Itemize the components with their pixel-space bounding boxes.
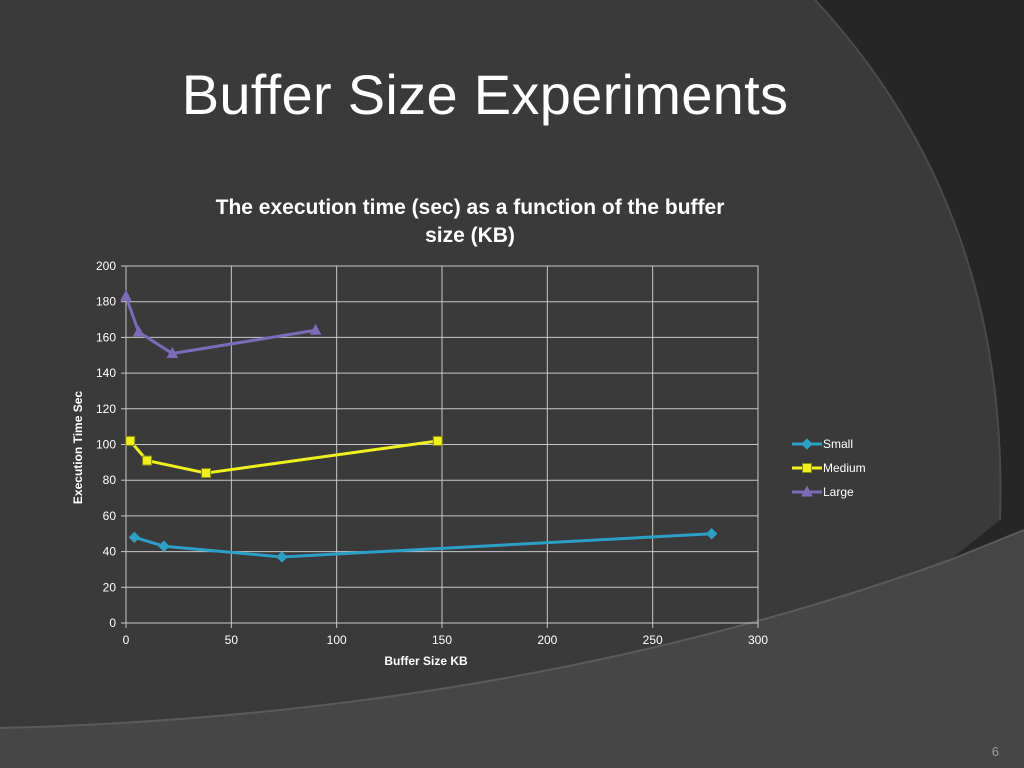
x-tick-label: 50 [225, 633, 239, 647]
data-point-small [276, 551, 288, 563]
y-tick-label: 200 [96, 259, 116, 273]
x-tick-label: 300 [748, 633, 768, 647]
y-tick-label: 140 [96, 366, 116, 380]
legend-label-large: Large [823, 485, 854, 499]
x-tick-label: 150 [432, 633, 452, 647]
series-line-medium [129, 439, 438, 475]
background-panel-edge [814, 0, 1002, 521]
legend-marker-large [801, 485, 813, 497]
series-line-large [124, 295, 316, 355]
chart-title-line-1: The execution time (sec) as a function o… [216, 196, 725, 219]
data-point-medium [432, 435, 443, 446]
data-point-small [705, 528, 718, 540]
legend-marker-medium [802, 463, 812, 473]
data-point-small [158, 540, 170, 552]
chart-title-line-2: size (KB) [425, 224, 515, 247]
data-point-large [309, 323, 322, 335]
legend-label-medium: Medium [823, 461, 866, 475]
x-tick-label: 0 [123, 633, 130, 647]
data-point-medium [125, 435, 136, 446]
x-axis-label: Buffer Size KB [384, 654, 468, 668]
x-tick-label: 100 [327, 633, 347, 647]
background-swoosh [0, 530, 1024, 768]
y-tick-label: 120 [96, 402, 116, 416]
data-point-medium [142, 455, 153, 466]
y-tick-label: 60 [103, 509, 117, 523]
background-panel [0, 0, 1001, 728]
legend-label-small: Small [823, 437, 853, 451]
data-point-large [166, 346, 179, 358]
background-swoosh-edge [0, 529, 1024, 729]
slide-number: 6 [991, 744, 999, 759]
y-tick-label: 20 [103, 580, 117, 594]
slide-title: Buffer Size Experiments [181, 63, 789, 126]
series-line-small [133, 532, 712, 559]
y-axis-label: Execution Time Sec [71, 391, 85, 504]
data-point-small [128, 531, 141, 544]
x-tick-label: 200 [537, 633, 557, 647]
y-tick-label: 100 [96, 438, 116, 452]
data-point-large [120, 289, 132, 301]
y-tick-label: 0 [109, 616, 116, 630]
legend-marker-small [801, 438, 813, 450]
data-point-large [132, 325, 145, 337]
data-point-medium [201, 468, 212, 479]
y-tick-label: 80 [103, 473, 117, 487]
x-tick-label: 250 [643, 633, 663, 647]
y-tick-label: 180 [96, 295, 116, 309]
y-tick-label: 40 [103, 545, 117, 559]
y-tick-label: 160 [96, 330, 116, 344]
